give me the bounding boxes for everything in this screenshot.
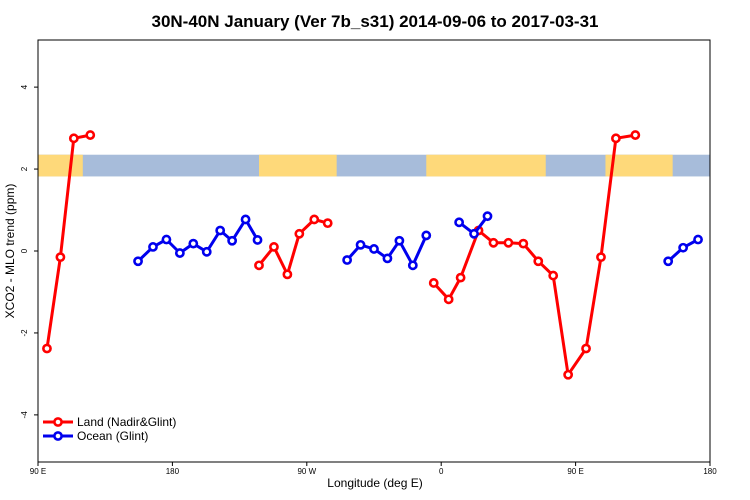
ocean-point [678,242,689,253]
land-point [269,242,279,252]
land-point [630,130,641,140]
ocean-point [188,238,199,249]
ocean-point [663,256,674,267]
x-tick-label: 90 E [30,467,46,476]
ocean-point [382,253,393,264]
land-point [309,214,320,225]
ocean-point [201,246,212,257]
y-tick-label: 4 [20,84,29,89]
x-tick-label: 90 E [567,467,583,476]
ocean-point [469,228,479,239]
y-tick-label: 0 [20,248,29,253]
land-point [282,269,293,280]
land-point [322,218,333,229]
ocean-point [252,235,263,245]
ocean-point [693,234,703,245]
land-point [488,237,499,248]
ocean-series-line-0 [137,218,259,263]
ocean-point [454,217,465,228]
y-tick-label: -2 [20,329,29,337]
land-series-line-2 [432,133,636,377]
legend-marker-ocean [53,431,63,441]
ocean-point [227,235,238,246]
x-tick-label: 180 [703,467,717,476]
legend: Land (Nadir&Glint)Ocean (Glint) [43,415,176,443]
ocean-point [407,260,418,271]
ocean-point [355,239,366,250]
land-band-3 [605,154,673,177]
y-tick-label: 2 [20,166,29,171]
land-point [518,238,529,249]
land-point [533,256,544,267]
land-band-2 [426,154,546,177]
ocean-point [148,242,158,252]
ocean-point [342,255,353,265]
axes: 90 E 180 90 W 0 90 E 180 -4 -2 0 2 4 [20,84,717,476]
land-point [596,252,606,263]
legend-label-land: Land (Nadir&Glint) [77,415,176,429]
ocean-point [369,244,379,254]
land-point [254,260,264,271]
ocean-point [421,230,432,241]
ocean-point [133,256,143,267]
land-series-line-0 [45,133,91,349]
x-axis-label: Longitude (deg E) [327,476,422,490]
plot-area [38,130,710,380]
land-band-1 [259,154,337,177]
land-point [428,278,439,288]
y-tick-label: -4 [20,411,29,419]
legend-label-ocean: Ocean (Glint) [77,429,148,443]
land-point [563,369,574,380]
land-point [455,272,466,283]
land-point [42,343,52,354]
x-tick-label: 0 [439,467,444,476]
ocean-point [394,235,405,246]
x-tick-label: 90 W [297,467,316,476]
land-point [548,270,559,281]
ocean-point [161,234,172,245]
land-band-0 [38,154,83,177]
ocean-point [482,211,493,222]
land-point [294,228,305,239]
land-point [443,294,454,305]
land-point [611,133,621,144]
x-tick-label: 180 [166,467,180,476]
ocean-point [240,214,251,225]
land-point [68,133,79,144]
chart-title: 30N-40N January (Ver 7b_s31) 2014-09-06 … [152,12,599,31]
ocean-point [174,248,185,258]
land-point [85,130,96,140]
legend-marker-land [53,417,63,427]
ocean-point [215,225,226,236]
land-point [581,343,591,354]
land-point [503,237,514,248]
y-axis-label: XCO2 - MLO trend (ppm) [3,184,17,319]
land-point [55,252,66,263]
